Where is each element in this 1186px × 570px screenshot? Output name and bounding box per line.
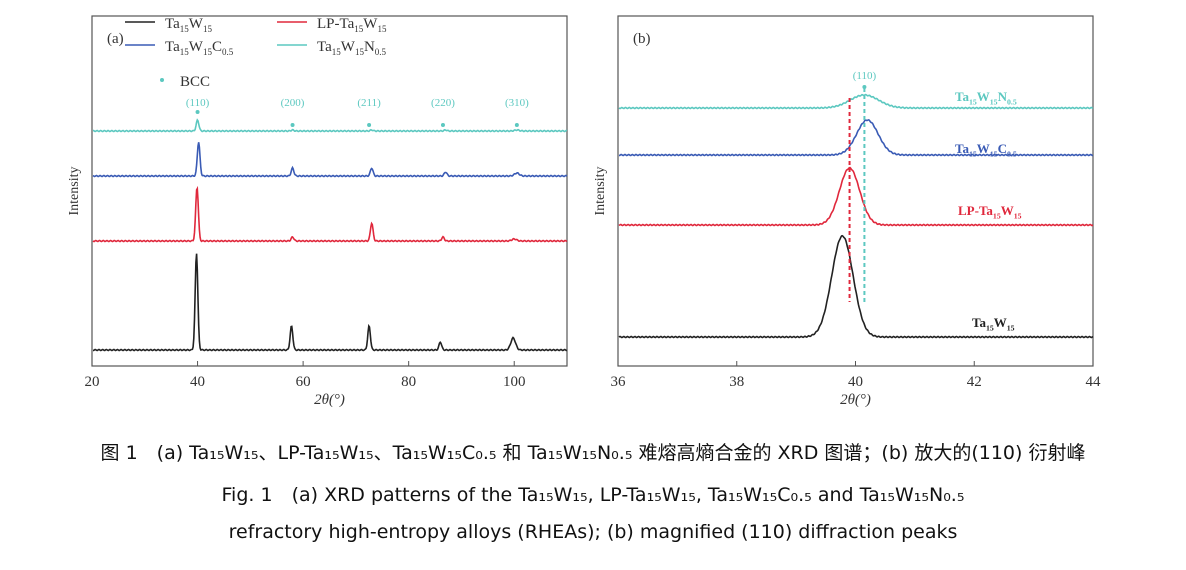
label-part: 0.5 xyxy=(222,47,234,57)
series-line-cyan xyxy=(93,118,568,133)
label-part: 15 xyxy=(990,97,998,106)
label-part: W xyxy=(363,16,378,32)
legend-label-cyan: Ta15W15N0.5 xyxy=(317,39,387,57)
label-part: LP-Ta xyxy=(958,203,993,218)
x-tick-label: 60 xyxy=(296,374,311,390)
plot-frame xyxy=(617,15,1094,367)
label-part: 0.5 xyxy=(1007,97,1017,106)
label-part: 15 xyxy=(1007,323,1015,332)
legend-label-blue: Ta15W15C0.5 xyxy=(165,39,234,57)
series-line-black xyxy=(618,234,1094,339)
caption-english-line1: Fig. 1 (a) XRD patterns of the Ta₁₅W₁₅, … xyxy=(221,484,965,506)
x-tick-label: 38 xyxy=(729,374,744,390)
label-part: Ta xyxy=(955,89,969,104)
bcc-marker-icon xyxy=(440,123,445,127)
series-label-black: Ta15W15 xyxy=(972,315,1015,332)
caption-english-line2: refractory high-entropy alloys (RHEAs); … xyxy=(228,521,958,543)
label-part: W xyxy=(341,39,356,55)
peak-label: (211) xyxy=(357,97,381,109)
label-part: 15 xyxy=(377,24,387,34)
bcc-marker-icon xyxy=(290,123,295,127)
label-part: 15 xyxy=(354,24,364,34)
label-part: Ta xyxy=(955,141,969,156)
label-part: Ta xyxy=(165,16,180,32)
bcc-marker-icon xyxy=(367,123,372,127)
x-tick-label: 44 xyxy=(1086,374,1102,390)
series-label-cyan: Ta15W15N0.5 xyxy=(955,89,1017,106)
panel-label: (a) xyxy=(107,31,124,47)
label-part: N xyxy=(998,89,1008,104)
bcc-marker-icon xyxy=(862,85,867,89)
label-part: C xyxy=(998,141,1007,156)
label-part: N xyxy=(364,39,375,55)
label-part: 0.5 xyxy=(375,47,387,57)
bcc-marker-icon xyxy=(195,110,200,114)
legend-label-black: Ta15W15 xyxy=(165,16,212,34)
label-part: 15 xyxy=(993,211,1001,220)
peak-label: (220) xyxy=(431,97,455,109)
legend-label-bcc: BCC xyxy=(180,74,210,90)
peak-label: (200) xyxy=(281,97,305,109)
series-label-red: LP-Ta15W15 xyxy=(958,203,1022,220)
x-tick-label: 40 xyxy=(190,374,205,390)
label-part: Ta xyxy=(165,39,180,55)
x-tick-label: 100 xyxy=(503,374,526,390)
label-part: W xyxy=(977,89,990,104)
label-part: W xyxy=(1001,203,1014,218)
label-part: 15 xyxy=(332,47,342,57)
label-part: W xyxy=(189,16,204,32)
series-line-blue xyxy=(92,142,568,178)
y-axis-label: Intensity xyxy=(593,167,608,216)
bcc-marker-icon xyxy=(514,123,519,127)
label-part: W xyxy=(977,141,990,156)
label-part: 15 xyxy=(180,47,190,57)
series-label-blue: Ta15W15C0.5 xyxy=(955,141,1017,158)
label-part: 15 xyxy=(986,323,994,332)
x-tick-label: 20 xyxy=(85,374,100,390)
panel-label: (b) xyxy=(633,31,651,47)
label-part: 15 xyxy=(203,47,213,57)
peak-label: (110) xyxy=(186,97,210,109)
series-line-black xyxy=(93,253,567,352)
peak-label: (110) xyxy=(853,70,877,82)
x-axis-label: 2θ(°) xyxy=(840,392,871,408)
x-tick-label: 42 xyxy=(967,374,982,390)
bcc-marker-icon xyxy=(160,78,164,82)
label-part: 15 xyxy=(1014,211,1022,220)
caption-chinese: 图 1 (a) Ta₁₅W₁₅、LP-Ta₁₅W₁₅、Ta₁₅W₁₅C₀.₅ 和… xyxy=(100,442,1086,464)
x-tick-label: 40 xyxy=(848,374,863,390)
label-part: C xyxy=(212,39,222,55)
y-axis-label: Intensity xyxy=(67,167,82,216)
x-tick-label: 36 xyxy=(611,374,627,390)
label-part: Ta xyxy=(317,39,332,55)
label-part: 15 xyxy=(969,149,977,158)
label-part: 15 xyxy=(969,97,977,106)
label-part: W xyxy=(994,315,1007,330)
series-line-red xyxy=(92,185,568,243)
series-line-red xyxy=(618,166,1094,227)
label-part: 15 xyxy=(355,47,365,57)
legend-label-red: LP-Ta15W15 xyxy=(317,16,387,34)
label-part: Ta xyxy=(972,315,986,330)
label-part: 0.5 xyxy=(1007,149,1017,158)
x-tick-label: 80 xyxy=(401,374,416,390)
label-part: 15 xyxy=(180,24,190,34)
label-part: 15 xyxy=(203,24,213,34)
series-line-blue xyxy=(619,119,1093,157)
plot-frame xyxy=(91,15,568,367)
x-axis-label: 2θ(°) xyxy=(314,392,345,408)
label-part: W xyxy=(189,39,204,55)
label-part: 15 xyxy=(990,149,998,158)
label-part: LP-Ta xyxy=(317,16,355,32)
series-line-cyan xyxy=(618,93,1094,110)
peak-label: (310) xyxy=(505,97,529,109)
